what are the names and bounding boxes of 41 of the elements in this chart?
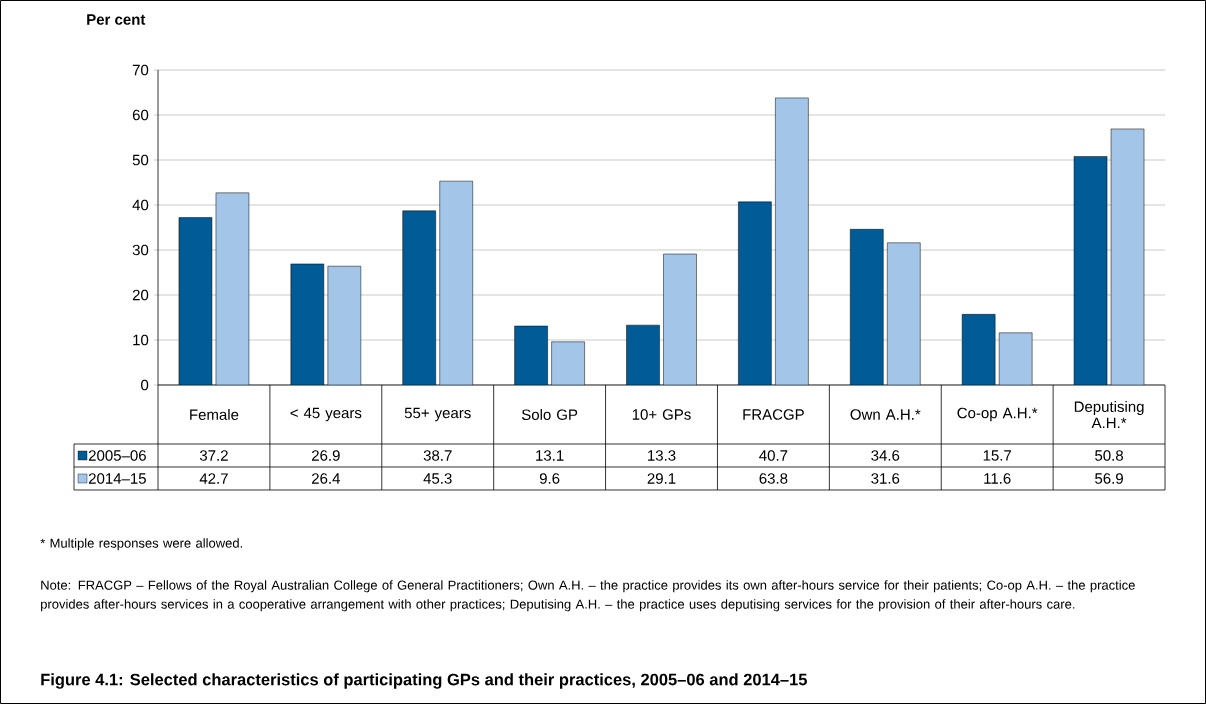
data-label: 56.9	[1095, 473, 1123, 484]
x-tick-label: Deputising A.H.*	[1074, 400, 1144, 429]
y-tick-label: 50	[132, 154, 149, 166]
x-tick-label: 10+ GPs	[632, 409, 691, 420]
data-label: 13.1	[536, 450, 564, 461]
data-label: 31.6	[871, 473, 900, 484]
y-axis-title: Per cent	[87, 14, 146, 25]
data-label: 13.3	[648, 450, 676, 461]
x-tick-label: 55+ years	[404, 407, 471, 422]
text: Note: FRACGP – Fellows of the Royal Australian College of General Practitioners; Own A.H. – the practice provides its own after-hours service for their patients; Co-op A.H. – the practice provides after-hours services in a cooperative arrangement with other practices; Deputising A.H. – the practice uses deputising services for the provision of their after-hours care.	[41, 580, 1135, 612]
legend-label: 2014–15	[88, 473, 146, 484]
x-tick-label: Solo GP	[521, 408, 578, 420]
y-tick-label: 60	[132, 109, 149, 121]
y-tick-label: 20	[132, 289, 149, 301]
data-label: 42.7	[199, 473, 228, 484]
y-tick-label: 10	[133, 334, 149, 346]
data-label: 37.2	[199, 450, 228, 461]
data-label: 50.8	[1095, 450, 1124, 461]
data-label: 45.3	[423, 473, 452, 484]
data-label: 26.9	[311, 450, 340, 461]
y-tick-label: 30	[132, 244, 149, 256]
data-label: 9.6	[539, 473, 560, 484]
data-label: 29.1	[647, 473, 676, 484]
text: * Multiple responses were allowed.	[40, 538, 242, 551]
data-label: 38.7	[423, 450, 452, 461]
y-tick-label: 0	[141, 379, 149, 391]
y-tick-label: 70	[132, 64, 149, 76]
y-tick-label: 40	[132, 199, 149, 211]
data-label: 34.6	[871, 450, 900, 461]
data-label: 40.7	[759, 450, 788, 461]
x-tick-label: FRACGP	[743, 409, 804, 420]
x-tick-label: Co-op A.H.*	[957, 407, 1038, 422]
legend-label: 2005–06	[88, 450, 146, 461]
text: Figure 4.1: Selected characteristics of participating GPs and their practices, 2005–06 and 2014–15	[41, 673, 807, 689]
data-label: 11.6	[984, 473, 1011, 484]
data-label: 26.4	[311, 473, 340, 484]
data-label: 15.7	[983, 450, 1012, 461]
x-tick-label: < 45 years	[290, 407, 362, 422]
x-tick-label: Female	[190, 408, 239, 420]
data-label: 63.8	[759, 473, 788, 484]
x-tick-label: Own A.H.*	[850, 409, 921, 420]
